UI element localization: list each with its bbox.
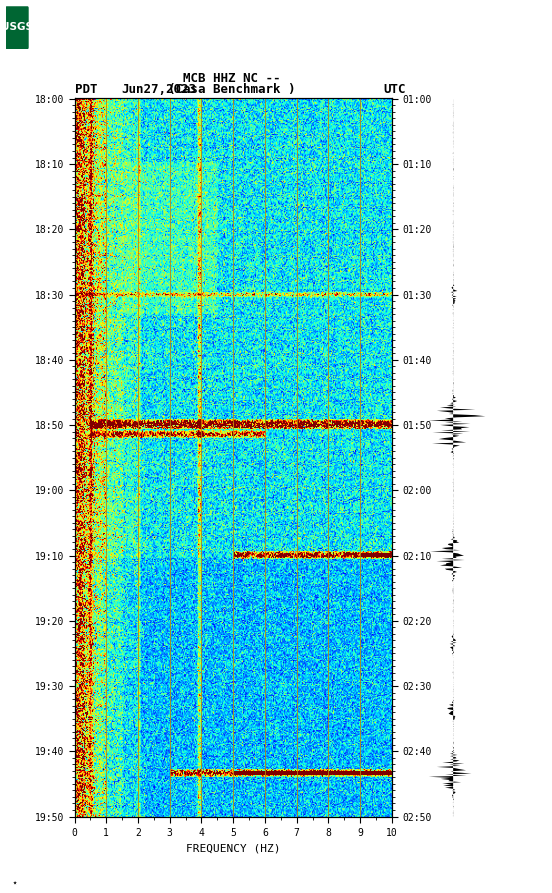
Text: (Casa Benchmark ): (Casa Benchmark ) [168,82,295,96]
FancyBboxPatch shape [6,6,29,49]
Text: USGS: USGS [1,21,33,32]
Text: $\star$: $\star$ [11,878,18,888]
Text: UTC: UTC [384,82,406,96]
Text: Jun27,2023: Jun27,2023 [121,82,197,96]
Text: PDT: PDT [75,82,97,96]
Text: MCB HHZ NC --: MCB HHZ NC -- [183,71,280,85]
X-axis label: FREQUENCY (HZ): FREQUENCY (HZ) [186,843,280,853]
